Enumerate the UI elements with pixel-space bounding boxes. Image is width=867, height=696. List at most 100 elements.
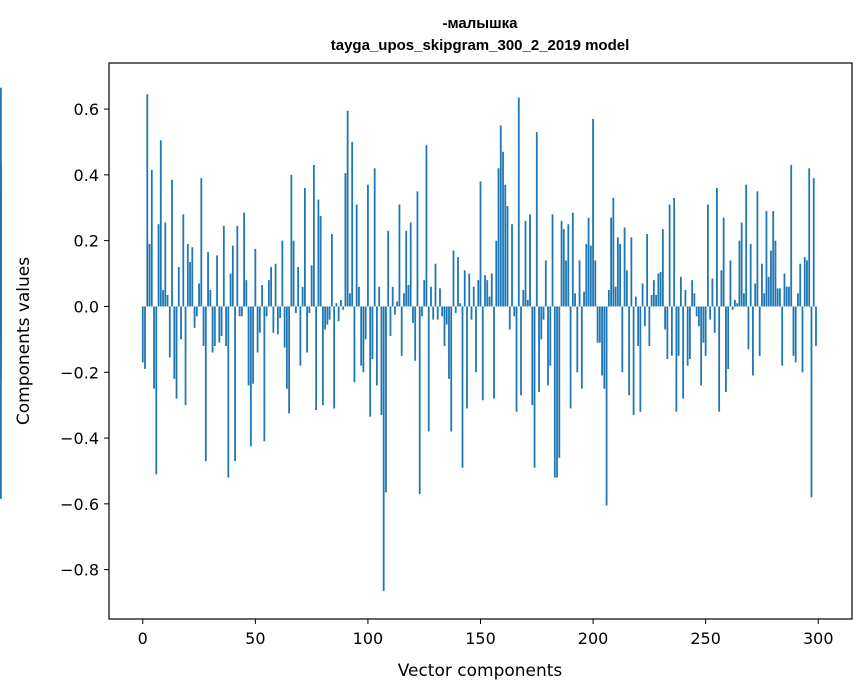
bar <box>549 306 552 366</box>
bar <box>770 250 772 307</box>
bar <box>252 306 254 384</box>
bar <box>797 293 799 307</box>
bar <box>315 306 318 411</box>
bar <box>290 174 293 307</box>
bar <box>191 247 194 307</box>
y-tick-label: −0.6 <box>60 495 99 514</box>
bar <box>808 168 811 307</box>
bar <box>511 224 513 307</box>
bar <box>337 306 340 322</box>
bar <box>583 291 585 307</box>
bar <box>698 306 700 327</box>
y-tick-label: 0.4 <box>74 166 99 185</box>
bar <box>148 243 151 307</box>
bar <box>427 306 430 432</box>
bar <box>531 306 534 406</box>
bar <box>263 306 266 442</box>
bar <box>146 94 149 307</box>
bar <box>317 199 320 307</box>
bar <box>213 306 216 346</box>
bar <box>767 276 770 307</box>
bar <box>801 306 804 373</box>
bar <box>367 184 369 307</box>
y-tick-label: 0.6 <box>74 100 99 119</box>
bar <box>520 306 522 396</box>
bar <box>306 306 309 353</box>
y-axis-ticks: −0.8 −0.6 −0.4 −0.2 0.0 0.2 0.4 0.6 <box>60 100 109 580</box>
chart-title-line2: tayga_upos_skipgram_300_2_2019 model <box>331 37 630 54</box>
bar <box>450 306 453 432</box>
bar <box>592 118 594 307</box>
bar <box>517 97 520 307</box>
bar <box>666 306 669 360</box>
bar <box>292 240 295 307</box>
bar <box>202 306 205 346</box>
bar <box>414 306 417 361</box>
bar <box>468 273 471 307</box>
bar <box>533 306 536 468</box>
bar <box>740 222 743 307</box>
bar <box>725 306 727 392</box>
bar <box>754 283 757 307</box>
bar <box>664 306 667 330</box>
y-tick-label: −0.8 <box>60 561 99 580</box>
bar <box>195 306 198 317</box>
bar <box>785 286 788 307</box>
bar <box>700 306 703 386</box>
bar <box>276 306 279 335</box>
x-tick-label: 250 <box>690 629 721 648</box>
bar <box>448 306 450 379</box>
bar <box>529 214 531 307</box>
bar <box>475 306 477 373</box>
bar <box>441 306 444 317</box>
bar <box>745 184 748 307</box>
bar <box>484 275 486 307</box>
bar <box>702 306 705 343</box>
bar <box>722 217 725 307</box>
bar <box>524 220 527 307</box>
bar <box>718 306 721 412</box>
bar <box>526 299 529 307</box>
bar <box>616 237 619 307</box>
bar <box>466 306 468 409</box>
bar <box>558 306 561 458</box>
bar <box>423 280 426 307</box>
bar <box>502 151 504 307</box>
bar <box>774 240 777 307</box>
x-tick-label: 0 <box>138 629 148 648</box>
bar <box>508 306 511 330</box>
bar <box>207 252 209 307</box>
bar <box>310 265 313 307</box>
bar <box>513 306 516 317</box>
bar <box>779 288 781 307</box>
bar <box>326 306 329 325</box>
bar <box>493 306 495 399</box>
bar <box>605 306 608 506</box>
bar <box>578 260 581 307</box>
bar <box>661 229 664 307</box>
bar <box>576 306 579 373</box>
bar <box>641 283 644 307</box>
bar <box>691 280 694 307</box>
bar <box>240 306 243 317</box>
bar <box>434 263 437 307</box>
bar <box>727 306 730 369</box>
bar <box>349 293 351 307</box>
bar <box>675 306 678 412</box>
bar <box>249 306 252 447</box>
bar <box>193 306 196 328</box>
bar <box>621 306 624 373</box>
bar <box>565 260 567 307</box>
bar <box>432 306 435 320</box>
bar <box>405 230 408 307</box>
bar <box>261 285 263 307</box>
bar <box>376 306 378 386</box>
bar <box>585 243 588 307</box>
y-tick-label: −0.4 <box>60 429 99 448</box>
bar <box>281 240 284 307</box>
bar <box>632 306 635 416</box>
bar <box>716 188 718 307</box>
bar <box>299 306 302 366</box>
bar <box>792 306 795 356</box>
